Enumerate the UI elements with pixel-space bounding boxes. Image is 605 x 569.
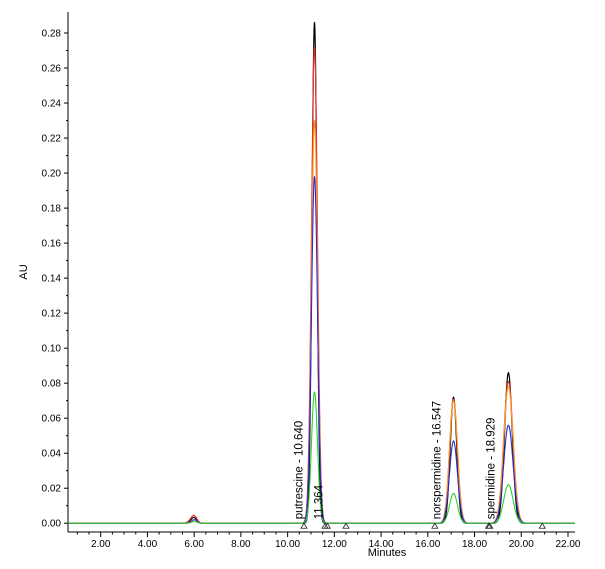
x-tick-label: 22.00 xyxy=(555,539,580,550)
y-tick-label: 0.00 xyxy=(42,519,62,530)
y-tick-label: 0.26 xyxy=(42,64,62,75)
baseline-marker xyxy=(300,522,308,529)
y-axis-title: AU xyxy=(18,264,30,279)
y-tick-label: 0.12 xyxy=(42,309,62,320)
x-tick-label: 10.00 xyxy=(275,539,300,550)
trace-line xyxy=(67,176,576,524)
x-tick-label: 18.00 xyxy=(462,539,487,550)
x-tick-label: 4.00 xyxy=(138,539,158,550)
x-tick-label: 20.00 xyxy=(509,539,534,550)
y-tick-label: 0.08 xyxy=(42,379,62,390)
baseline-marker xyxy=(538,522,546,529)
y-tick-label: 0.22 xyxy=(42,134,62,145)
x-tick-label: 2.00 xyxy=(91,539,111,550)
y-axis-ticks: 0.00 0.02 0.04 0.06 0.08 0.10 0.12 0.14 0.16 0.18… xyxy=(42,29,68,530)
y-tick-label: 0.14 xyxy=(42,274,62,285)
baseline-marker xyxy=(486,522,494,529)
y-tick-label: 0.10 xyxy=(42,344,62,355)
trace-line xyxy=(67,21,576,524)
peak-label: putrescine - 10.640 xyxy=(294,421,306,519)
trace-line xyxy=(67,391,576,524)
trace-line xyxy=(67,46,576,524)
x-axis-title: Minutes xyxy=(368,547,407,559)
baseline-markers xyxy=(300,522,546,529)
y-tick-label: 0.28 xyxy=(42,29,62,40)
peak-label: norspermidine - 16.547 xyxy=(432,401,444,519)
y-tick-label: 0.06 xyxy=(42,414,62,425)
trace-lines xyxy=(67,21,576,524)
baseline-marker xyxy=(342,522,350,529)
x-tick-label: 6.00 xyxy=(184,539,204,550)
x-tick-label: 12.00 xyxy=(322,539,347,550)
plot-frame xyxy=(67,12,575,533)
trace-line xyxy=(67,120,576,524)
peak-label: spermidine - 18.929 xyxy=(485,418,497,520)
peak-label: 11.364 xyxy=(314,484,326,519)
baseline-marker xyxy=(431,522,439,529)
y-tick-label: 0.20 xyxy=(42,169,62,180)
x-axis-ticks: 2.00 4.00 6.00 8.00 10.00 12.00 14.00 16.00 18.0… xyxy=(76,532,581,550)
y-tick-label: 0.16 xyxy=(42,239,62,250)
y-tick-label: 0.04 xyxy=(42,449,62,460)
x-tick-label: 8.00 xyxy=(231,539,251,550)
y-tick-label: 0.24 xyxy=(42,99,62,110)
peak-annotations: putrescine - 10.640 11.364 norspermidine -… xyxy=(294,401,498,519)
baseline-marker xyxy=(323,522,332,529)
y-tick-label: 0.18 xyxy=(42,204,62,215)
y-tick-label: 0.02 xyxy=(42,484,62,495)
x-tick-label: 16.00 xyxy=(415,539,440,550)
x-tick-label: 14.00 xyxy=(369,539,394,550)
